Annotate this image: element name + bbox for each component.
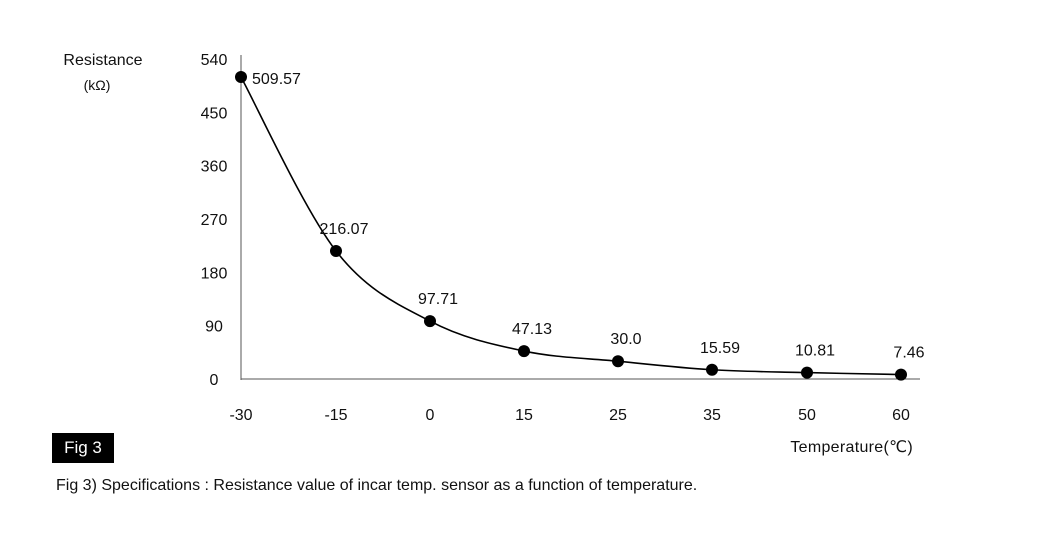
x-tick-label: 0 bbox=[426, 407, 435, 424]
resistance-curve bbox=[240, 76, 902, 376]
y-tick-label: 270 bbox=[201, 212, 228, 229]
x-tick-label: 50 bbox=[798, 407, 816, 424]
y-tick-label: 180 bbox=[201, 265, 228, 282]
x-tick-label: 35 bbox=[703, 407, 721, 424]
y-tick-label: 90 bbox=[205, 319, 223, 336]
y-tick-label: 360 bbox=[201, 159, 228, 176]
x-tick-label: 25 bbox=[609, 407, 627, 424]
y-tick-label: 540 bbox=[201, 52, 228, 69]
x-tick-label: -30 bbox=[229, 407, 252, 424]
data-point bbox=[518, 345, 530, 358]
data-label: 30.0 bbox=[610, 331, 641, 348]
y-axis-title: Resistance bbox=[63, 52, 142, 69]
data-point bbox=[235, 71, 247, 84]
data-label: 15.59 bbox=[700, 340, 740, 357]
data-point bbox=[706, 363, 718, 376]
y-axis-unit: (kΩ) bbox=[84, 77, 111, 93]
y-tick-label: 0 bbox=[210, 372, 219, 389]
x-tick-label: 60 bbox=[892, 407, 910, 424]
figure-caption: Fig 3) Specifications : Resistance value… bbox=[56, 477, 698, 494]
y-tick-label: 450 bbox=[201, 105, 228, 122]
data-point bbox=[612, 355, 624, 368]
data-point bbox=[330, 244, 342, 257]
data-label: 47.13 bbox=[512, 321, 552, 338]
x-tick-label: -15 bbox=[324, 407, 347, 424]
data-point bbox=[424, 315, 436, 328]
data-point bbox=[801, 366, 813, 379]
data-label: 509.57 bbox=[252, 71, 301, 88]
data-label: 216.07 bbox=[320, 221, 369, 238]
x-axis-title: Temperature(℃) bbox=[790, 439, 913, 456]
data-point bbox=[895, 368, 907, 381]
data-label: 7.46 bbox=[893, 345, 924, 362]
data-label: 97.71 bbox=[418, 291, 458, 308]
data-label: 10.81 bbox=[795, 343, 835, 360]
x-tick-label: 15 bbox=[515, 407, 533, 424]
figure-badge: Fig 3 bbox=[52, 433, 114, 463]
